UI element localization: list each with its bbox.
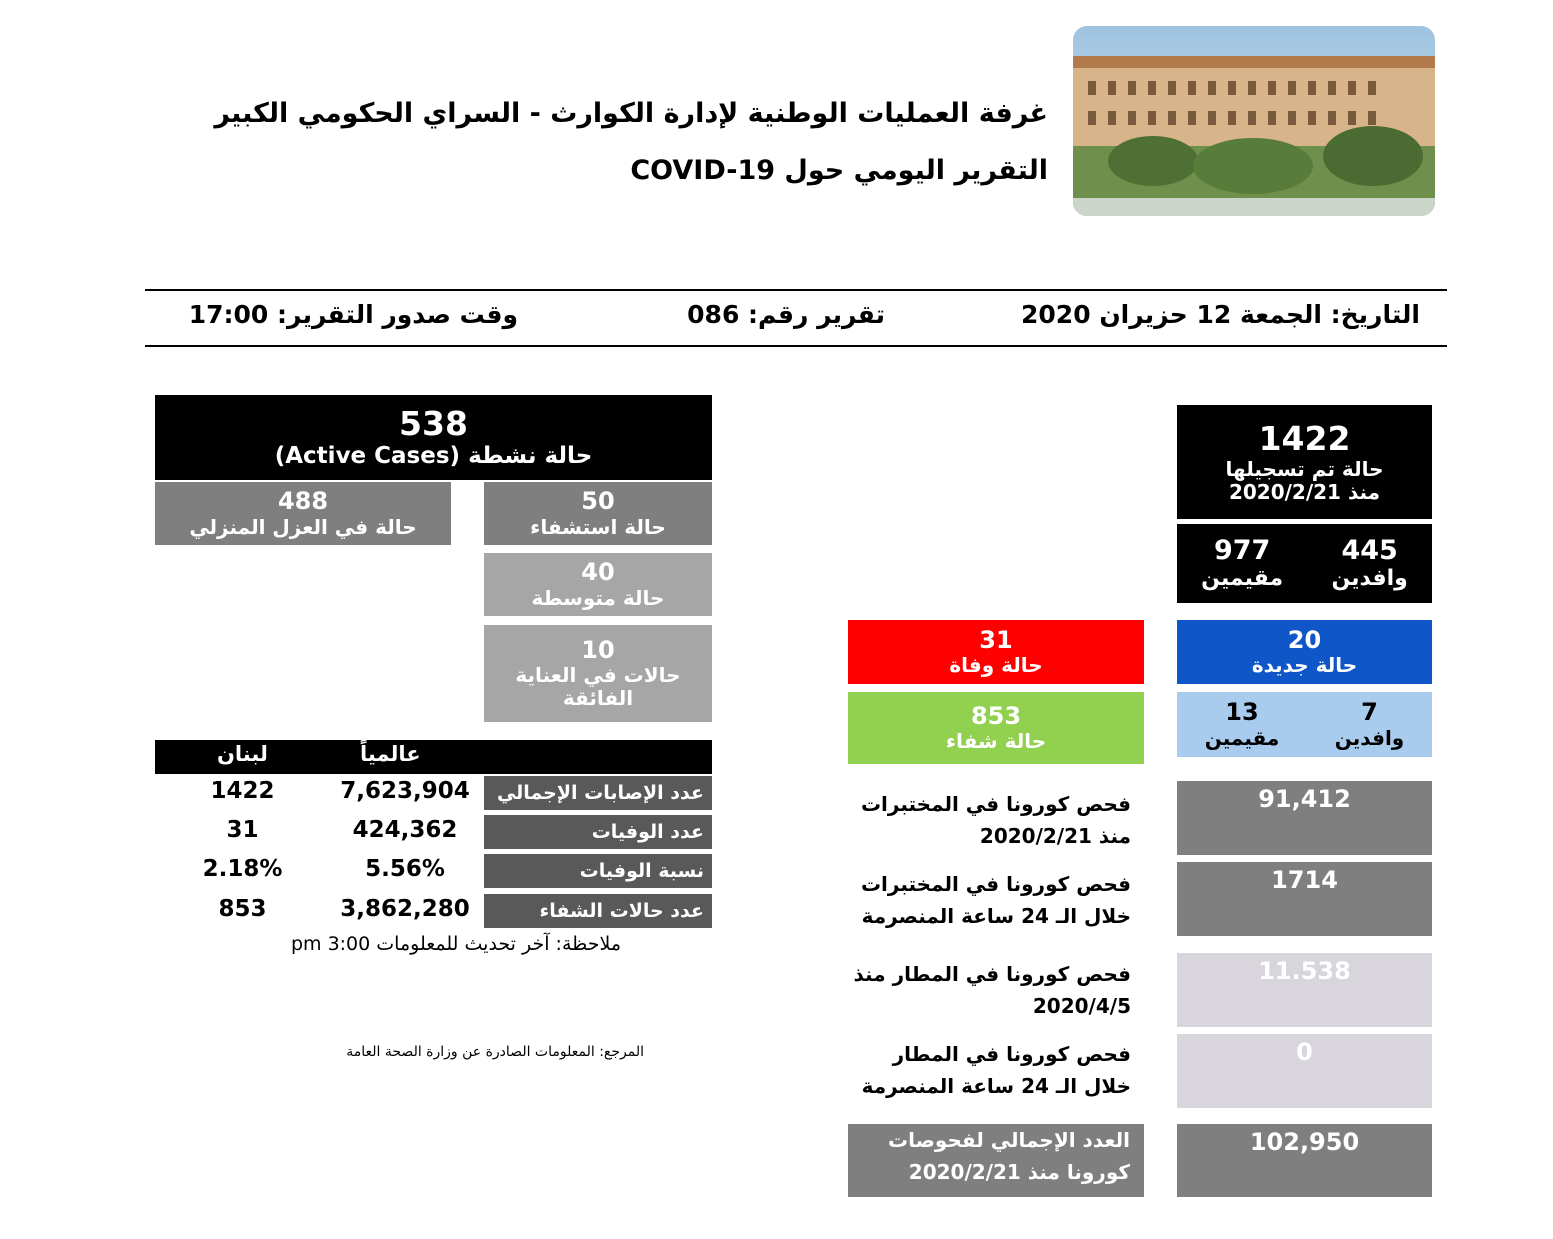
airport-tests-since-value: 11.538 (1177, 953, 1432, 1027)
grand-serail-photo (1073, 26, 1435, 216)
lebanon-total-cases: 1422 (210, 778, 275, 804)
deaths-label: حالة وفاة (949, 653, 1043, 678)
hospitalized-value: 50 (581, 487, 615, 516)
lab-tests-24h-value: 1714 (1177, 862, 1432, 936)
new-residents-cell: 13 مقيمين (1205, 699, 1280, 750)
recovered-label: حالة شفاء (945, 729, 1047, 754)
lab-tests-24h-label-line2: خلال الـ 24 ساعة المنصرمة (861, 904, 1131, 928)
lab-tests-since-label-line1: فحص كورونا في المختبرات (860, 792, 1131, 816)
arrivals-cell: 445 وافدين (1331, 535, 1407, 591)
report-subtitle: التقرير اليومي حول COVID-19 (630, 155, 1048, 186)
recovered-box: 853 حالة شفاء (848, 692, 1144, 764)
deaths-box: 31 حالة وفاة (848, 620, 1144, 684)
moderate-box: 40 حالة متوسطة (484, 553, 712, 616)
global-recovered: 3,862,280 (340, 896, 470, 922)
icu-box: 10 حالات في العناية الفائقة (484, 625, 712, 722)
airport-tests-24h-label-line1: فحص كورونا في المطار (892, 1042, 1131, 1066)
new-residents-value: 13 (1225, 698, 1259, 727)
lab-tests-24h-label: فحص كورونا في المختبرات خلال الـ 24 ساعة… (861, 868, 1131, 932)
report-time: وقت صدور التقرير: 17:00 (188, 300, 518, 329)
total-tests-label-line1: العدد الإجمالي لفحوصات (887, 1128, 1130, 1152)
lebanon-recovered: 853 (218, 896, 267, 922)
icu-value: 10 (581, 635, 615, 664)
residents-label: مقيمين (1201, 566, 1284, 592)
lab-tests-since-value: 91,412 (1177, 781, 1432, 855)
report-title: غرفة العمليات الوطنية لإدارة الكوارث - ا… (214, 98, 1048, 129)
arrivals-value: 445 (1341, 535, 1398, 567)
moderate-value: 40 (581, 558, 615, 587)
global-total-cases: 7,623,904 (340, 778, 470, 804)
col-global-header: عالمياً (360, 742, 421, 766)
hospitalized-box: 50 حالة استشفاء (484, 482, 712, 545)
active-cases-box: 538 حالة نشطة (Active Cases) (155, 395, 712, 480)
residents-value: 977 (1213, 535, 1271, 567)
new-cases-box: 20 حالة جديدة (1177, 620, 1432, 684)
home-isolation-value: 488 (277, 487, 329, 516)
airport-tests-since-label-line1: فحص كورونا في المطار منذ (853, 962, 1132, 986)
new-arrivals-value: 7 (1361, 698, 1378, 727)
lebanon-fatality-rate: 2.18% (202, 856, 283, 882)
home-isolation-label: حالة في العزل المنزلي (189, 514, 417, 539)
report-date: التاريخ: الجمعة 12 حزيران 2020 (1021, 300, 1420, 329)
active-cases-label: حالة نشطة (Active Cases) (274, 443, 593, 470)
lab-tests-since-label: فحص كورونا في المختبرات منذ 2020/2/21 (861, 788, 1131, 852)
new-cases-label: حالة جديدة (1251, 653, 1358, 678)
recovered-value: 853 (970, 701, 1022, 730)
row-label-total-cases: عدد الإصابات الإجمالي (484, 776, 712, 810)
source-note: المرجع: المعلومات الصادرة عن وزارة الصحة… (346, 1044, 644, 1060)
row-label-recovered: عدد حالات الشفاء (484, 894, 712, 928)
new-cases-breakdown-box: 13 مقيمين 7 وافدين (1177, 692, 1432, 757)
comparison-table-header: عالمياً لبنان (155, 740, 712, 774)
total-tests-label-line2: كورونا منذ 2020/2/21 (908, 1160, 1130, 1184)
airport-tests-since-label: فحص كورونا في المطار منذ 2020/4/5 (854, 958, 1132, 1022)
lebanon-deaths: 31 (226, 817, 259, 843)
row-label-fatality-rate: نسبة الوفيات (484, 854, 712, 888)
airport-tests-24h-label: فحص كورونا في المطار خلال الـ 24 ساعة ال… (862, 1038, 1131, 1102)
icu-label-line1: حالات في العناية (515, 663, 681, 688)
home-isolation-box: 488 حالة في العزل المنزلي (155, 482, 451, 545)
deaths-value: 31 (979, 625, 1013, 654)
registered-cases-label: حالة تم تسجيلها (1225, 456, 1384, 481)
new-cases-value: 20 (1287, 625, 1322, 654)
new-residents-label: مقيمين (1204, 725, 1280, 750)
registered-cases-box: 1422 حالة تم تسجيلها منذ 2020/2/21 (1177, 405, 1432, 519)
top-divider (145, 289, 1447, 291)
global-deaths: 424,362 (352, 817, 458, 843)
hospitalized-label: حالة استشفاء (530, 514, 666, 539)
col-lebanon-header: لبنان (217, 742, 268, 766)
airport-tests-since-label-line2: 2020/4/5 (1032, 994, 1131, 1018)
arrivals-label: وافدين (1331, 566, 1408, 592)
airport-tests-24h-value: 0 (1177, 1034, 1432, 1108)
update-note: ملاحظة: آخر تحديث للمعلومات 3:00 pm (290, 933, 621, 955)
bottom-divider (145, 345, 1447, 347)
new-arrivals-cell: 7 وافدين (1335, 699, 1404, 750)
registered-breakdown-box: 977 مقيمين 445 وافدين (1177, 524, 1432, 603)
total-tests-label: العدد الإجمالي لفحوصات كورونا منذ 2020/2… (848, 1124, 1144, 1197)
icu-label-line2: الفائقة (562, 686, 634, 711)
global-fatality-rate: 5.56% (365, 856, 445, 882)
total-tests-value: 102,950 (1177, 1124, 1432, 1197)
new-arrivals-label: وافدين (1334, 725, 1405, 750)
lab-tests-24h-label-line1: فحص كورونا في المختبرات (860, 872, 1131, 896)
active-cases-value: 538 (399, 404, 468, 444)
lab-tests-since-label-line2: منذ 2020/2/21 (979, 824, 1131, 848)
moderate-label: حالة متوسطة (531, 585, 665, 610)
residents-cell: 977 مقيمين (1201, 535, 1283, 591)
report-number: تقرير رقم: 086 (687, 300, 885, 329)
airport-tests-24h-label-line2: خلال الـ 24 ساعة المنصرمة (861, 1074, 1131, 1098)
row-label-deaths: عدد الوفيات (484, 815, 712, 849)
registered-cases-since: منذ 2020/2/21 (1228, 479, 1381, 504)
registered-cases-value: 1422 (1258, 419, 1351, 459)
